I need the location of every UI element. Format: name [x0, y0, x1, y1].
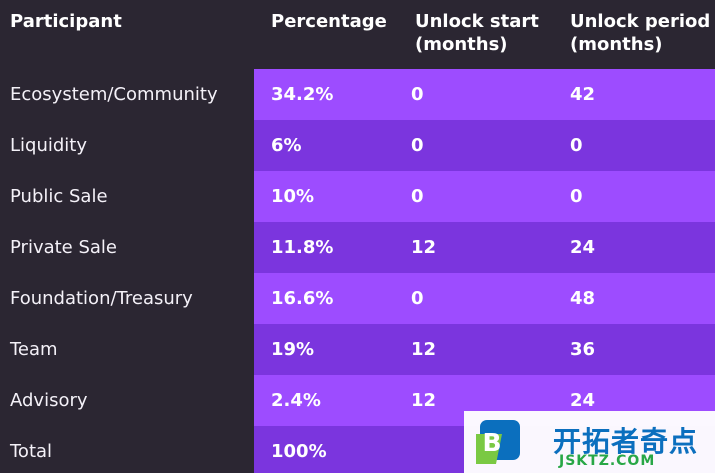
header-participant: Participant: [0, 0, 254, 69]
participant-cell: Total: [0, 426, 254, 473]
participant-cell: Advisory: [0, 375, 254, 426]
watermark-title: 开拓者奇点: [553, 425, 699, 458]
watermark-subtitle: JSKTZ.COM: [559, 453, 656, 469]
participant-cell: Foundation/Treasury: [0, 273, 254, 324]
table-row: Private Sale 11.8% 12 24: [0, 222, 715, 273]
percentage-cell: 11.8%: [254, 222, 397, 273]
participant-cell: Liquidity: [0, 120, 254, 171]
header-unlock-period: Unlock period (months): [570, 11, 711, 55]
unlock-period-cell: 0: [555, 120, 715, 171]
logo-letter: B: [482, 428, 501, 457]
unlock-start-cell: 0: [397, 120, 555, 171]
logo-icon: B: [476, 420, 520, 464]
header-percentage: Percentage: [271, 11, 387, 32]
table-header-row: Participant Percentage Unlock start (mon…: [0, 0, 715, 69]
unlock-start-cell: 0: [397, 273, 555, 324]
percentage-cell: 34.2%: [254, 69, 397, 120]
unlock-start-cell: 0: [397, 69, 555, 120]
unlock-start-cell: 0: [397, 171, 555, 222]
participant-cell: Private Sale: [0, 222, 254, 273]
participant-cell: Team: [0, 324, 254, 375]
table-row: Foundation/Treasury 16.6% 0 48: [0, 273, 715, 324]
percentage-cell: 2.4%: [254, 375, 397, 426]
table-row: Public Sale 10% 0 0: [0, 171, 715, 222]
percentage-cell: 10%: [254, 171, 397, 222]
unlock-start-cell: 12: [397, 222, 555, 273]
unlock-period-cell: 0: [555, 171, 715, 222]
watermark-banner: B 开拓者奇点 JSKTZ.COM: [464, 411, 715, 473]
percentage-cell: 19%: [254, 324, 397, 375]
percentage-cell: 6%: [254, 120, 397, 171]
unlock-period-cell: 42: [555, 69, 715, 120]
unlock-period-cell: 24: [555, 222, 715, 273]
percentage-cell: 100%: [254, 426, 397, 473]
percentage-cell: 16.6%: [254, 273, 397, 324]
table-row: Ecosystem/Community 34.2% 0 42: [0, 69, 715, 120]
table-row: Team 19% 12 36: [0, 324, 715, 375]
unlock-start-cell: 12: [397, 324, 555, 375]
unlock-period-cell: 48: [555, 273, 715, 324]
unlock-period-cell: 36: [555, 324, 715, 375]
table-row: Liquidity 6% 0 0: [0, 120, 715, 171]
participant-cell: Public Sale: [0, 171, 254, 222]
header-unlock-start: Unlock start (months): [415, 11, 539, 55]
participant-cell: Ecosystem/Community: [0, 69, 254, 120]
